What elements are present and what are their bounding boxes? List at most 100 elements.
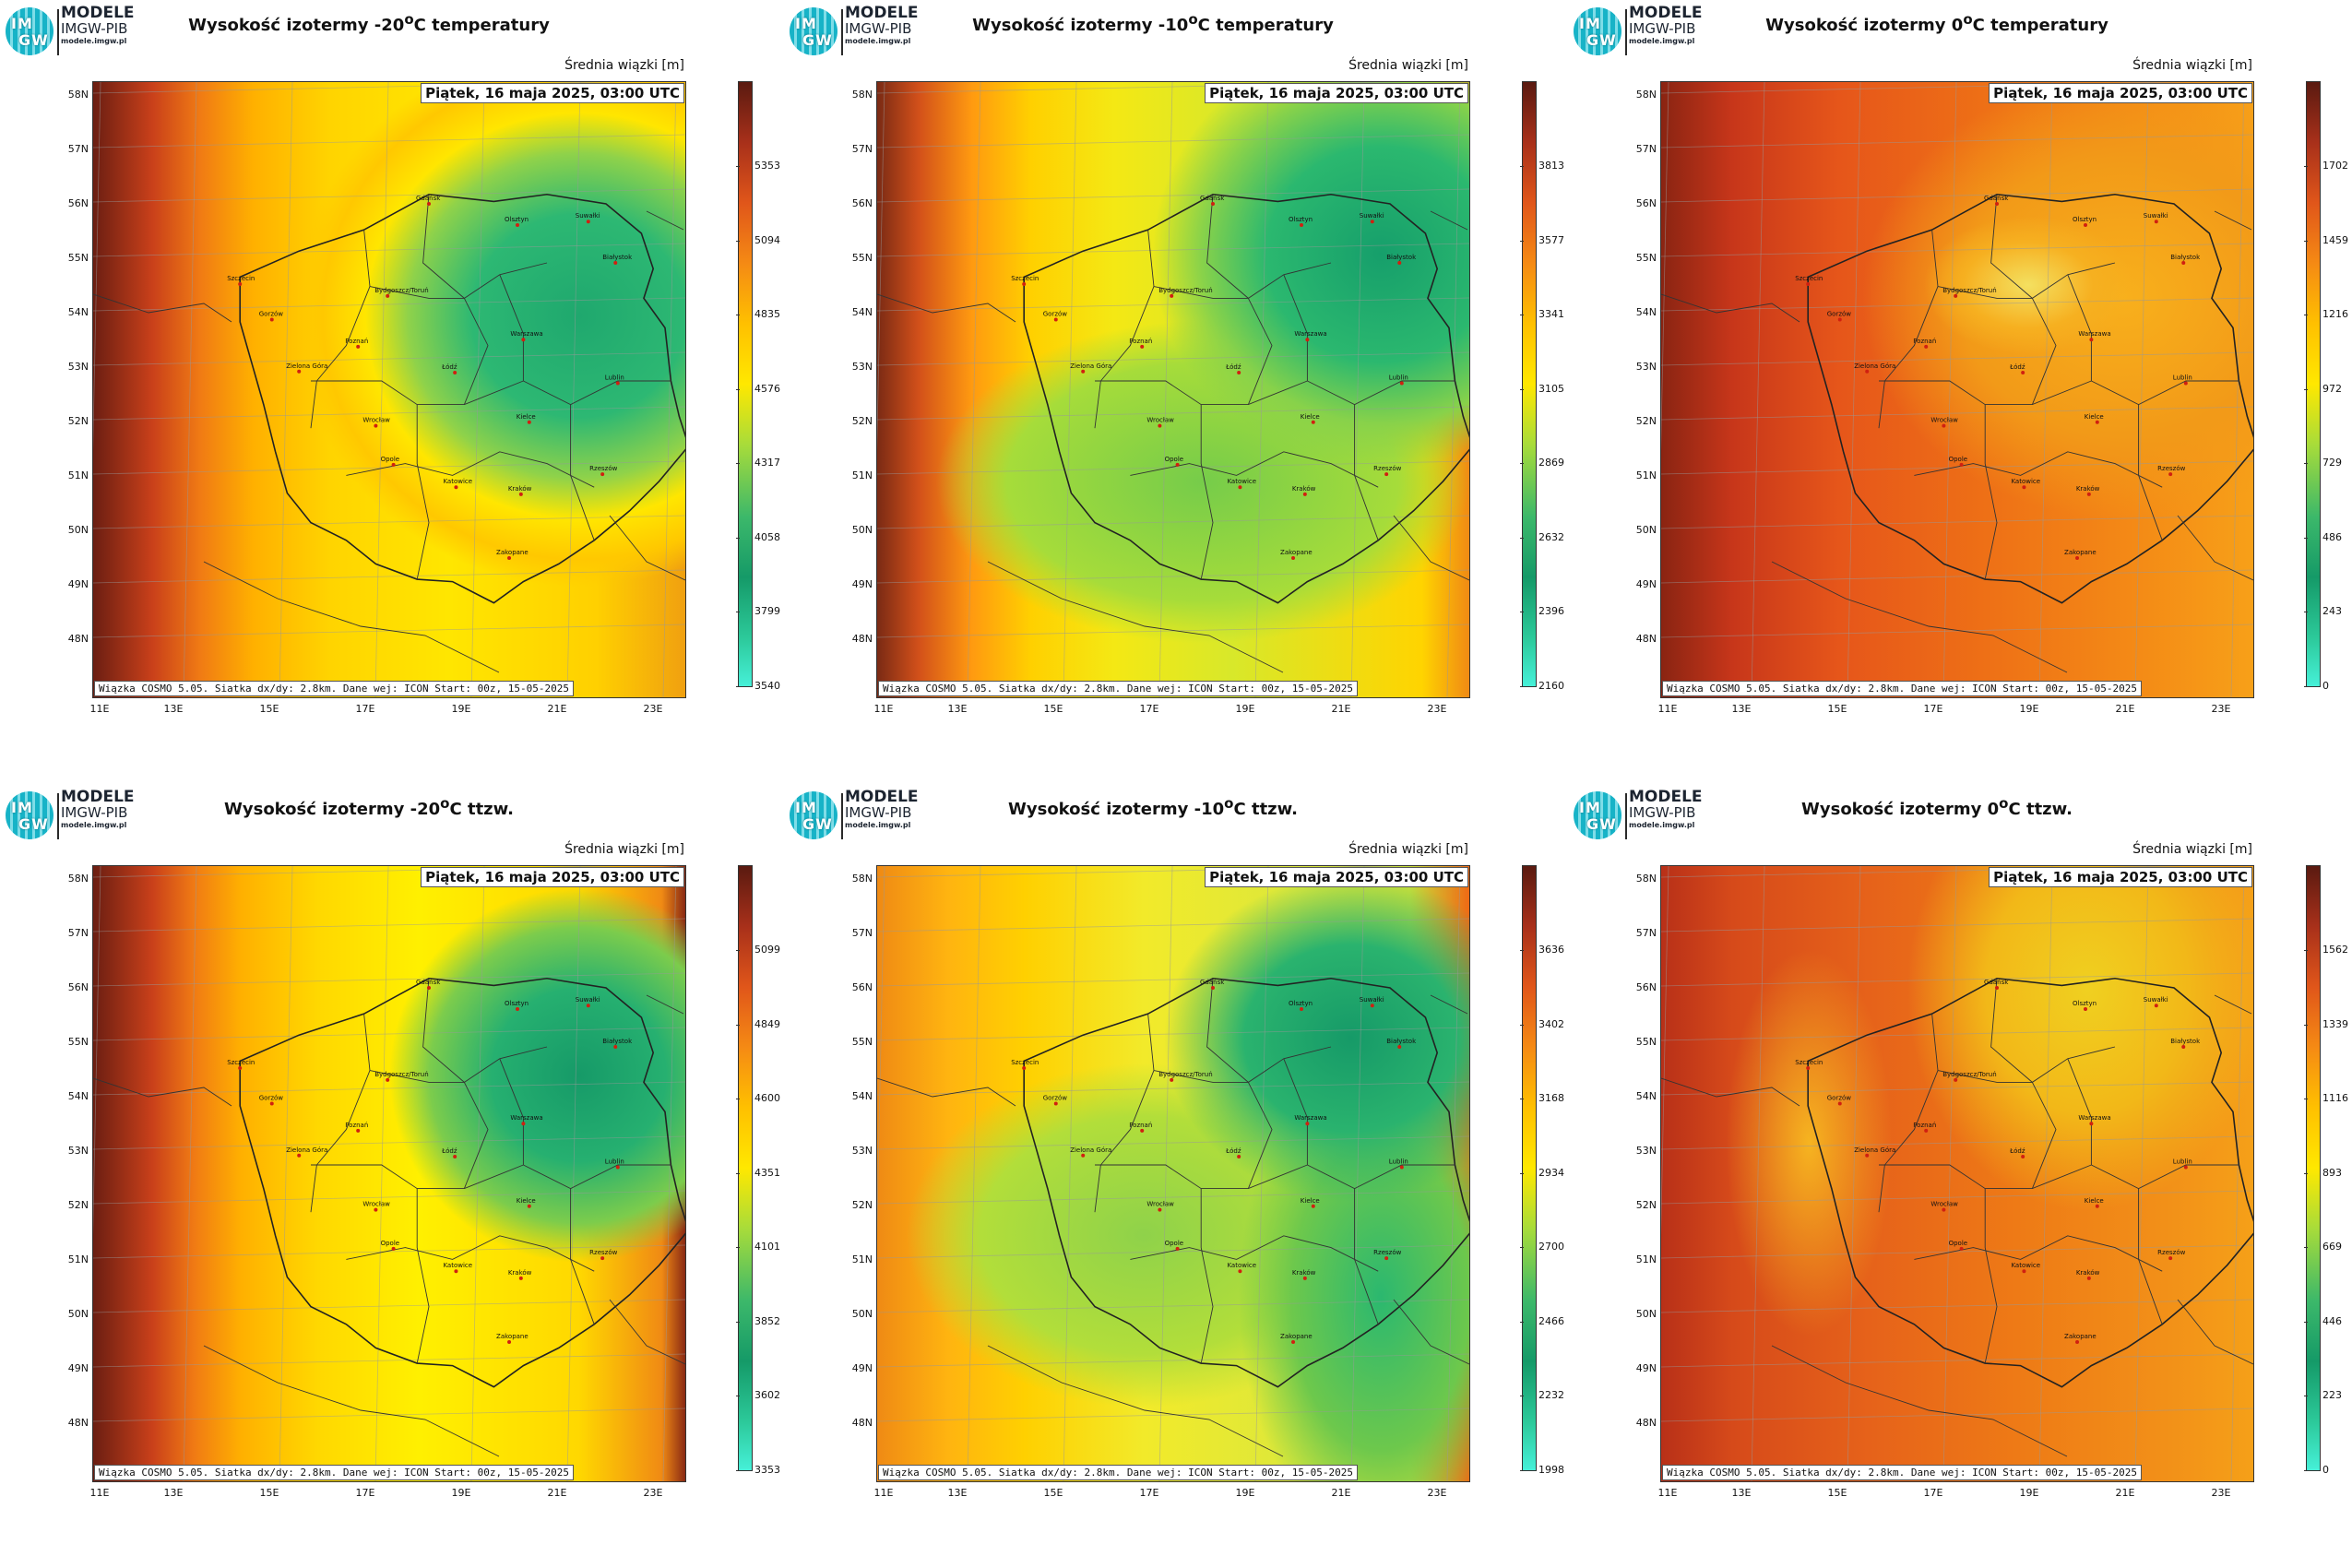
city-label: Bydgoszcz/Toruń [1158,1071,1212,1078]
colorbar [1522,865,1537,1471]
city-marker [1300,223,1303,228]
lat-label: 52N [851,415,873,427]
city-marker [1924,344,1929,349]
city-marker [454,1269,458,1274]
city-label: Łódź [1225,1147,1241,1155]
city-marker [1302,492,1307,496]
colorbar-label: 4058 [754,530,780,543]
voivodeship-border [1937,286,2057,405]
logo-url: modele.imgw.pl [1629,36,1695,45]
city-label: Gorzów [259,1094,284,1101]
city-label: Wrocław [1146,1201,1174,1208]
colorbar-tick [2304,537,2308,539]
imgw-logo[interactable]: IM GW MODELE IMGW-PIB modele.imgw.pl [6,4,162,59]
logo-subtitle: IMGW-PIB [845,803,912,821]
mean-label: Średnia wiązki [m] [2132,842,2252,857]
logo-text: MODELE IMGW-PIB modele.imgw.pl [1629,789,1703,829]
lat-label: 54N [1635,306,1657,318]
forecast-date: Piątek, 16 maja 2025, 03:00 UTC [1989,867,2252,887]
city-marker [1237,371,1241,375]
city-marker [527,420,531,424]
city-label: Poznań [1913,1122,1936,1129]
city-label: Opole [1165,1240,1184,1247]
city-marker [297,1153,302,1158]
city-marker [1399,381,1404,386]
logo-text: MODELE IMGW-PIB modele.imgw.pl [61,789,135,829]
city-label: Wrocław [1930,1201,1958,1208]
city-label: Olsztyn [505,1000,529,1007]
colorbar-label: 2466 [1538,1314,1564,1327]
colorbar-label: 0 [2322,1463,2329,1476]
city-label: Zielona Góra [1854,1146,1895,1154]
lat-label: 54N [851,306,873,318]
city-marker [391,462,396,467]
city-marker [2095,1204,2099,1208]
title-suffix: C ttzw. [2008,800,2073,819]
city-label: Suwałki [1360,996,1384,1004]
city-label: Kraków [2076,485,2100,493]
city-label: Zakopane [496,549,529,556]
city-marker [1170,293,1174,298]
city-marker [1865,369,1870,374]
map-area: Gdańsk Olsztyn Białystok Szczecin Bydgoszcz/… [1660,865,2254,1482]
model-credit: Wiązka COSMO 5.05. Siatka dx/dy: 2.8km. … [94,1465,574,1480]
colorbar-tick [1520,1172,1524,1174]
lat-label: 48N [67,1417,89,1429]
title-suffix: C temperatury [1972,16,2108,35]
city-marker [374,1207,378,1212]
country-border [877,293,1016,323]
imgw-logo-icon: IM GW [790,791,837,839]
colorbar-tick [2304,240,2308,242]
imgw-logo[interactable]: IM GW MODELE IMGW-PIB modele.imgw.pl [790,788,946,843]
colorbar-tick [736,685,740,687]
lon-label: 21E [547,1487,567,1499]
map-overlay: Gdańsk Olsztyn Białystok Szczecin Bydgoszcz/… [1661,82,2253,697]
lon-label: 21E [547,703,567,715]
voivodeship-border [1914,451,2163,488]
city-marker [613,261,618,265]
imgw-logo[interactable]: IM GW MODELE IMGW-PIB modele.imgw.pl [1574,4,1730,59]
lon-label: 17E [1139,703,1159,715]
colorbar-label: 2934 [1538,1166,1564,1179]
imgw-logo[interactable]: IM GW MODELE IMGW-PIB modele.imgw.pl [790,4,946,59]
city-label: Katowice [1227,478,1256,485]
country-border [1771,561,2068,673]
colorbar-tick [1520,463,1524,464]
city-label: Opole [381,456,400,463]
colorbar-label: 3852 [754,1314,780,1327]
country-border [93,1077,232,1107]
city-label: Bydgoszcz/Toruń [374,287,428,294]
voivodeship-border [310,230,371,429]
colorbar-label: 972 [2322,382,2342,395]
city-label: Olsztyn [1289,216,1313,223]
city-label: Opole [1949,456,1968,463]
colorbar-label: 5099 [754,944,780,956]
imgw-logo[interactable]: IM GW MODELE IMGW-PIB modele.imgw.pl [6,788,162,843]
voivodeship-border [1200,404,1214,580]
voivodeship-border [1879,1164,2092,1190]
lon-label: 23E [2211,1487,2231,1499]
voivodeship-border [1984,404,1998,580]
city-marker [1311,420,1315,424]
city-label: Suwałki [576,996,600,1004]
lon-label: 17E [355,703,375,715]
imgw-logo[interactable]: IM GW MODELE IMGW-PIB modele.imgw.pl [1574,788,1730,843]
voivodeship-border [1307,1164,1455,1190]
city-label: Katowice [2011,478,2040,485]
logo-title: MODELE [845,4,919,22]
voivodeship-border [1095,380,1308,406]
lon-label: 11E [89,1487,110,1499]
voivodeship-border [2067,1058,2092,1165]
city-marker [2181,1045,2186,1049]
forecast-date: Piątek, 16 maja 2025, 03:00 UTC [421,83,684,103]
voivodeship-border [570,404,595,540]
city-label: Kielce [2085,413,2104,421]
city-label: Gorzów [1827,310,1852,317]
city-marker [2089,1122,2094,1126]
colorbar-label: 3799 [754,605,780,617]
logo-mark-bottom: GW [18,31,49,49]
colorbar-tick [736,537,740,539]
country-border [987,561,1284,673]
city-marker [1959,1246,1964,1251]
city-label: Kielce [2085,1197,2104,1205]
